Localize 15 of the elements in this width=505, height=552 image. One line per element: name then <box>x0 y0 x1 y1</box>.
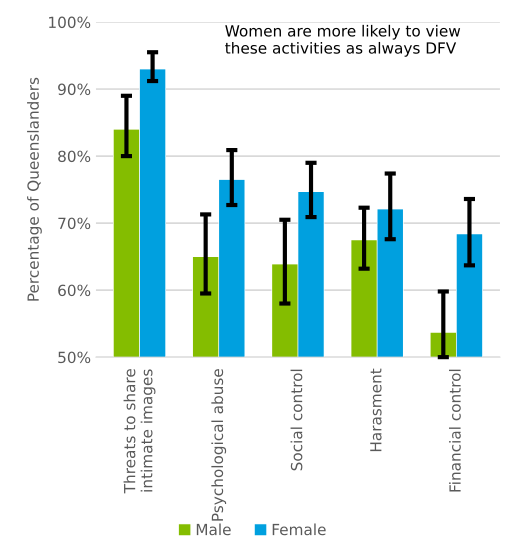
x-tick-label: Psychological abuse <box>211 369 226 521</box>
y-tick-label: 60% <box>58 284 90 296</box>
legend-label: Female <box>272 523 326 536</box>
annotation: Women are more likely to view these activities as always DFV <box>225 24 460 57</box>
x-tick-label: Social control <box>290 370 302 470</box>
y-tick-label: 90% <box>58 84 90 96</box>
x-tick-label: Harasment <box>370 368 382 452</box>
y-axis-title: Percentage of Queenslanders <box>27 78 42 301</box>
legend-label: Male <box>196 523 231 536</box>
y-tick-label: 70% <box>58 218 90 230</box>
y-tick-label: 80% <box>58 150 90 162</box>
x-tick-label: Threats to share intimate images <box>124 369 156 494</box>
y-tick-label: 100% <box>49 16 90 28</box>
x-tick-label: Financial control <box>448 370 461 492</box>
y-tick-label: 50% <box>58 352 90 364</box>
